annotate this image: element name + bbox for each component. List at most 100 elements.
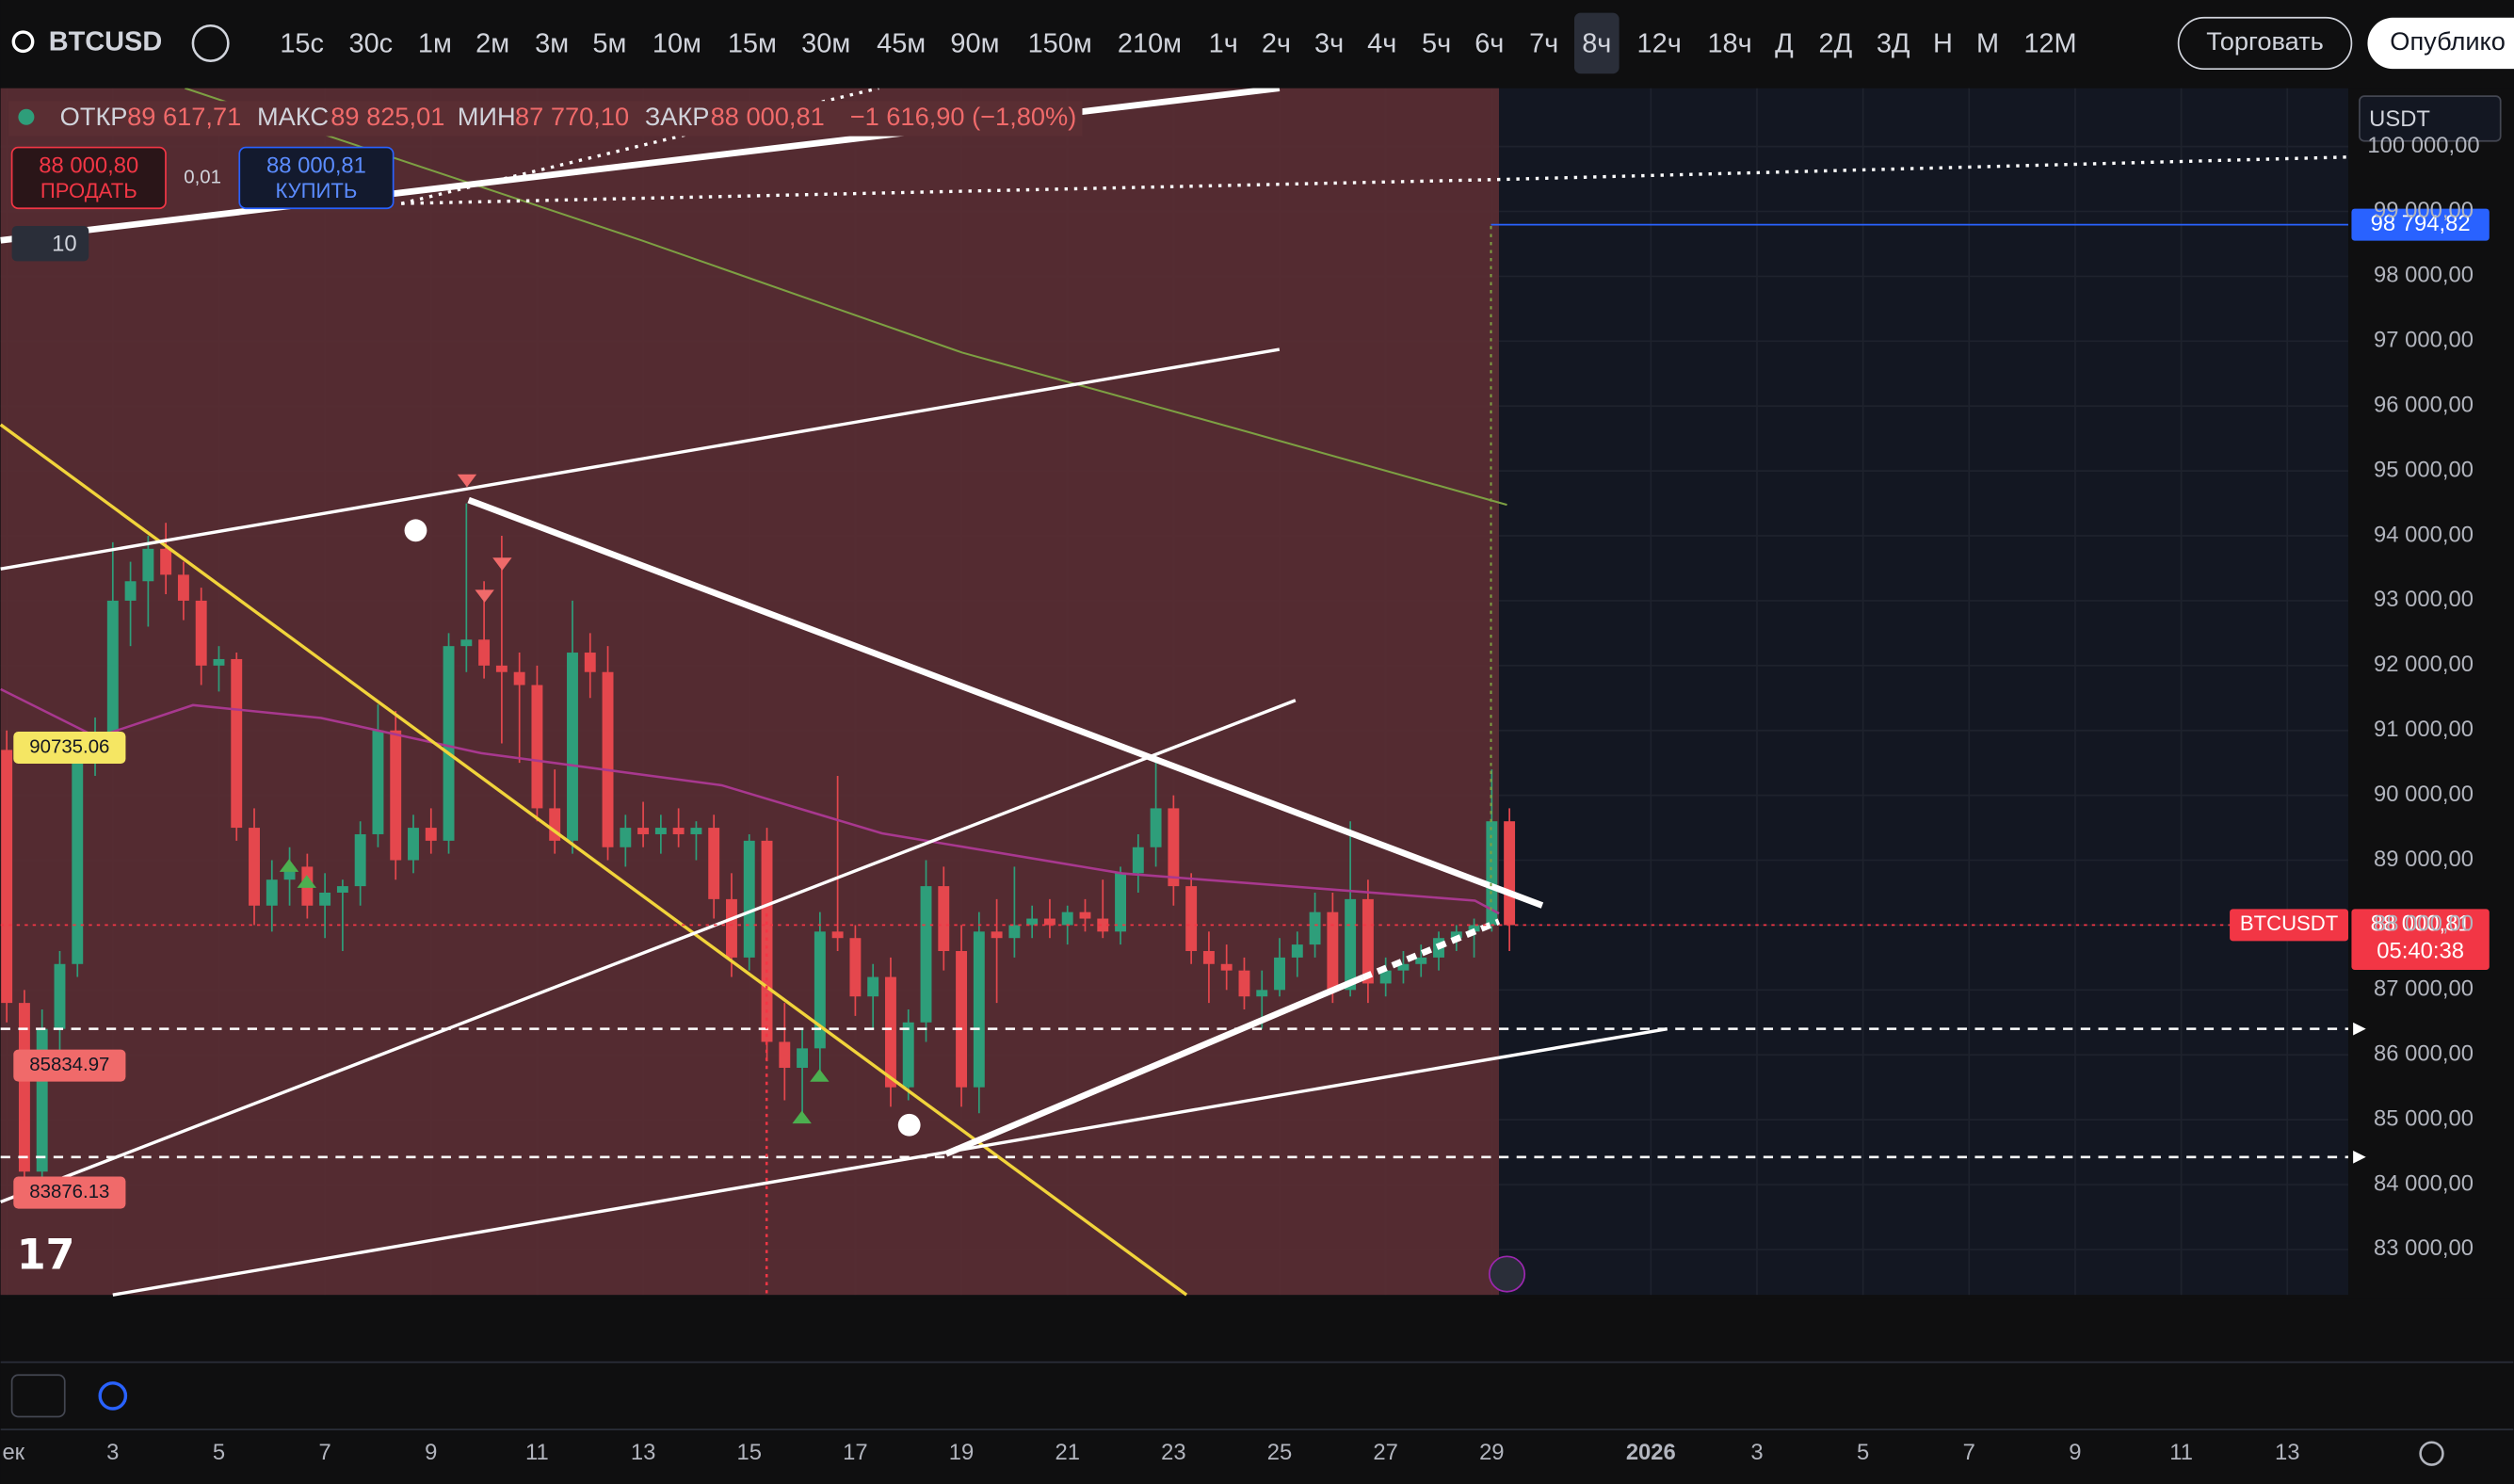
timeframe[interactable]: 12М bbox=[2023, 28, 2076, 58]
search-icon[interactable] bbox=[11, 30, 35, 54]
timeframe[interactable]: 30м bbox=[801, 28, 850, 58]
timeframe[interactable]: 6ч bbox=[1475, 28, 1504, 58]
currency-select[interactable] bbox=[2359, 95, 2502, 142]
candle-body bbox=[761, 840, 773, 1042]
event-icon[interactable] bbox=[1488, 1255, 1526, 1293]
timeframe[interactable]: 12ч bbox=[1637, 28, 1682, 58]
timeframe[interactable]: 2м bbox=[475, 28, 509, 58]
candle-body bbox=[36, 1028, 48, 1172]
x-tick-label: 23 bbox=[1161, 1440, 1186, 1465]
timeframe[interactable]: 3Д bbox=[1877, 28, 1910, 58]
timeframe[interactable]: 45м bbox=[877, 28, 926, 58]
legend-label: МАКС bbox=[257, 102, 329, 131]
candle-body bbox=[283, 866, 296, 880]
publish-button[interactable] bbox=[2367, 17, 2514, 70]
timeframe[interactable]: 4ч bbox=[1367, 28, 1396, 58]
timeframe[interactable]: 3ч bbox=[1314, 28, 1344, 58]
timeframe[interactable]: 150м bbox=[1028, 28, 1092, 58]
price-badge bbox=[2351, 909, 2490, 971]
symbol-badge bbox=[2230, 909, 2349, 942]
trade-button[interactable] bbox=[2177, 16, 2353, 71]
candle-body bbox=[1132, 847, 1144, 874]
timeframe[interactable]: 30с bbox=[349, 28, 394, 58]
symbol[interactable]: BTCUSD bbox=[49, 27, 163, 57]
sell-price: 88 000,80 bbox=[39, 153, 138, 178]
candle-body bbox=[1450, 931, 1462, 939]
trend-line bbox=[1362, 918, 1501, 981]
sync-button[interactable] bbox=[98, 1381, 128, 1411]
y-tick-label: 98 000,00 bbox=[2374, 263, 2474, 288]
timeframe[interactable]: М bbox=[1976, 28, 1999, 58]
candle-body bbox=[213, 658, 225, 666]
x-tick-label: 25 bbox=[1267, 1440, 1293, 1465]
y-tick-label: 99 000,00 bbox=[2374, 198, 2474, 223]
alert-icon[interactable] bbox=[897, 1113, 921, 1137]
indicators-toggle[interactable] bbox=[11, 225, 89, 262]
candle-body bbox=[797, 1048, 809, 1069]
timeframe[interactable]: 15м bbox=[728, 28, 777, 58]
candle-body bbox=[1379, 970, 1392, 984]
candle-body bbox=[495, 665, 508, 672]
timeframe[interactable]: 3м bbox=[535, 28, 569, 58]
timeframe[interactable]: 15с bbox=[280, 28, 324, 58]
collapse-button[interactable] bbox=[10, 1374, 66, 1418]
timeframe[interactable]: 2Д bbox=[1819, 28, 1853, 58]
legend-label: МИН bbox=[458, 102, 516, 131]
timeframe[interactable]: 1ч bbox=[1209, 28, 1238, 58]
timeframe[interactable]: 10м bbox=[653, 28, 701, 58]
timeframe[interactable]: 7ч bbox=[1529, 28, 1558, 58]
timeframe[interactable]: 90м bbox=[950, 28, 999, 58]
candle-body bbox=[1397, 963, 1410, 971]
sell-label: ПРОДАТЬ bbox=[40, 179, 137, 202]
alert-icon[interactable] bbox=[404, 519, 427, 542]
timeframe[interactable]: 5ч bbox=[1422, 28, 1451, 58]
candle-body bbox=[779, 1041, 791, 1069]
indicators-count: 10 bbox=[52, 232, 77, 257]
candle-body bbox=[160, 548, 172, 575]
timeframe[interactable]: Н bbox=[1933, 28, 1953, 58]
x-tick-label: 9 bbox=[2069, 1440, 2081, 1465]
price-badge-label: 88 000,81 bbox=[2371, 911, 2471, 937]
buy-button[interactable] bbox=[238, 146, 395, 210]
y-tick-label: 87 000,00 bbox=[2374, 976, 2474, 1002]
signal bbox=[475, 589, 494, 603]
legend-value: 89 617,71 bbox=[127, 102, 241, 131]
timeframe[interactable]: 1м bbox=[418, 28, 452, 58]
x-tick-label: 5 bbox=[213, 1440, 225, 1465]
timeframe[interactable]: 18ч bbox=[1707, 28, 1751, 58]
timeframe[interactable]: 5м bbox=[592, 28, 626, 58]
timeframe[interactable]: 8ч bbox=[1582, 28, 1611, 58]
top-toolbar bbox=[0, 0, 2514, 89]
candle-body bbox=[124, 581, 137, 601]
x-tick-label: 21 bbox=[1055, 1440, 1080, 1465]
candle-body bbox=[18, 1003, 30, 1172]
price-marker bbox=[13, 731, 126, 765]
candle-body bbox=[743, 840, 755, 958]
candle-body bbox=[1486, 821, 1498, 926]
add-symbol[interactable] bbox=[191, 24, 230, 62]
candle-body bbox=[336, 886, 348, 893]
y-tick-label: 90 000,00 bbox=[2374, 782, 2474, 807]
timeframe[interactable]: 2ч bbox=[1262, 28, 1291, 58]
candle-body bbox=[1238, 970, 1250, 997]
x-tick-label: 19 bbox=[949, 1440, 975, 1465]
legend-change: −1 616,90 (−1,80%) bbox=[850, 102, 1077, 131]
settings-button[interactable] bbox=[2419, 1441, 2444, 1466]
candle-body bbox=[408, 828, 419, 861]
candle-body bbox=[1291, 944, 1303, 958]
x-tick-label: 7 bbox=[1963, 1440, 1975, 1465]
moving-average bbox=[185, 87, 1507, 507]
candle-body bbox=[1, 750, 13, 1004]
active-timeframe bbox=[1573, 12, 1620, 74]
candle-body bbox=[1097, 918, 1109, 932]
candle-body bbox=[1274, 957, 1285, 991]
legend-value: 88 000,81 bbox=[711, 102, 825, 131]
x-tick-label: 7 bbox=[318, 1440, 330, 1465]
candle-body bbox=[1043, 918, 1056, 926]
sell-button[interactable] bbox=[10, 146, 167, 210]
candle-body bbox=[814, 931, 826, 1049]
timeframe[interactable]: 210м bbox=[1118, 28, 1182, 58]
candle-body bbox=[1309, 911, 1321, 945]
timeframe[interactable]: Д bbox=[1775, 28, 1794, 58]
